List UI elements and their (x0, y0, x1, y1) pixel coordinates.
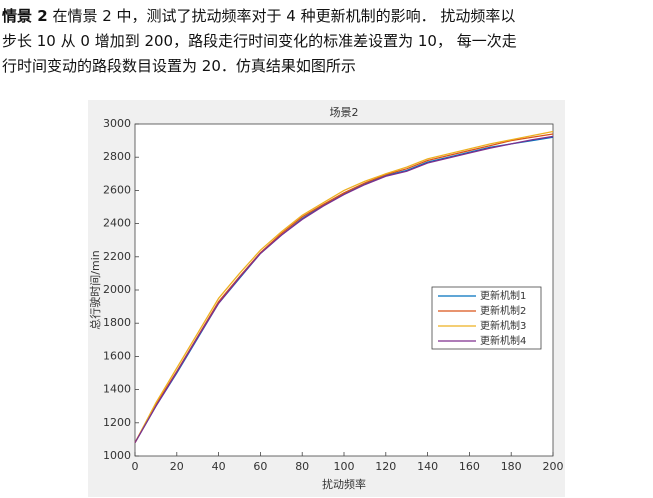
text-line: 行时间变动的路段数目设置为 20．仿真结果如图所示 (2, 57, 356, 75)
x-tick-label: 140 (417, 460, 438, 473)
x-tick-label: 40 (212, 460, 226, 473)
y-tick-label: 2200 (103, 250, 131, 263)
series-line (134, 130, 554, 444)
legend-label: 更新机制4 (480, 334, 526, 347)
paragraph: 情景 2 在情景 2 中，测试了扰动频率对于 4 种更新机制的影响． 扰动频率以… (2, 4, 652, 79)
text-line: 情景 2 在情景 2 中，测试了扰动频率对于 4 种更新机制的影响． 扰动频率以 (2, 4, 652, 29)
y-tick-label: 1000 (103, 449, 131, 462)
y-label: 总行驶时间/min (88, 250, 102, 329)
legend-box (431, 286, 542, 350)
x-tick-label: 100 (334, 460, 355, 473)
y-tick-label: 1400 (103, 383, 131, 396)
y-tick-label: 2000 (103, 283, 131, 296)
x-tick-label: 20 (170, 460, 184, 473)
y-tick-label: 1200 (103, 416, 131, 429)
x-tick-label: 180 (501, 460, 522, 473)
text: 在情景 2 中，测试了扰动频率对于 4 种更新机制的影响． 扰动频率以 (52, 7, 516, 25)
legend-label: 更新机制3 (480, 319, 526, 332)
y-tick-label: 2800 (103, 150, 131, 163)
x-tick-label: 60 (253, 460, 267, 473)
y-tick-label: 3000 (103, 117, 131, 130)
x-tick-label: 0 (132, 460, 139, 473)
y-tick-label: 1600 (103, 349, 131, 362)
series-line (134, 135, 554, 444)
lead: 情景 2 (2, 7, 48, 25)
text-line: 步长 10 从 0 增加到 200，路段走行时间变化的标准差设置为 10， 每一… (2, 32, 517, 50)
y-tick-label: 2600 (103, 183, 131, 196)
chart-title: 场景2 (330, 105, 359, 119)
x-tick-label: 160 (459, 460, 480, 473)
x-tick-label: 120 (375, 460, 396, 473)
legend-label: 更新机制2 (480, 304, 526, 317)
x-tick-label: 80 (295, 460, 309, 473)
legend-label: 更新机制1 (480, 289, 526, 302)
y-tick-label: 2400 (103, 217, 131, 230)
y-tick-label: 1800 (103, 316, 131, 329)
x-label: 扰动频率 (322, 477, 366, 491)
x-tick-label: 200 (543, 460, 564, 473)
